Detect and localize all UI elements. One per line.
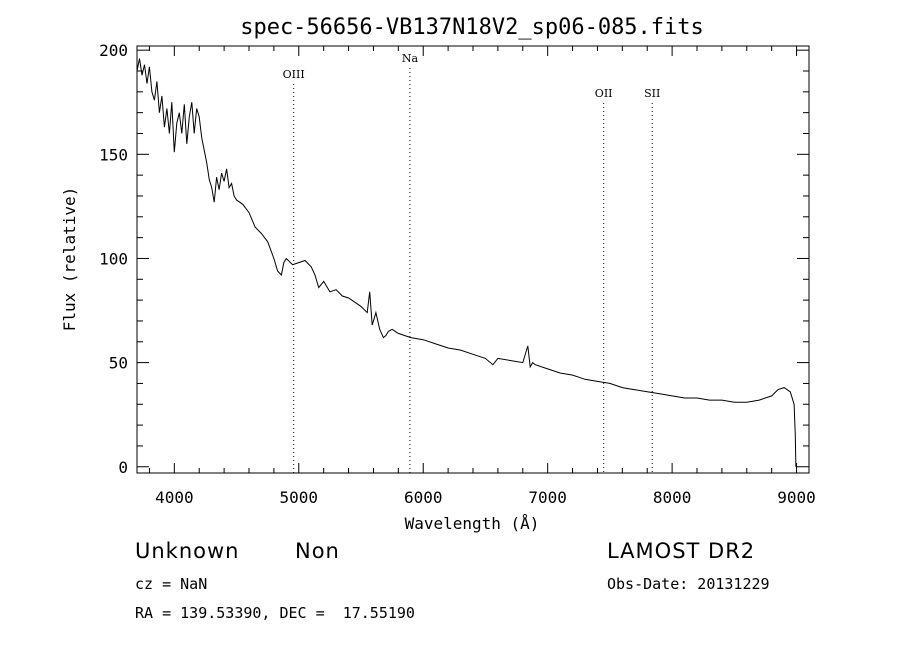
y-tick-label: 50 [109, 354, 128, 373]
obs-date-text: Obs-Date: 20131229 [607, 575, 770, 593]
chart-title: spec-56656-VB137N18V2_sp06-085.fits [240, 15, 704, 40]
y-tick-label: 150 [99, 145, 128, 164]
x-tick-label: 6000 [404, 488, 443, 507]
spectrum-line [136, 58, 797, 467]
reference-line-label: OII [595, 87, 613, 100]
x-tick-label: 8000 [653, 488, 692, 507]
x-tick-label: 7000 [528, 488, 567, 507]
plot-frame [136, 45, 810, 474]
axis-tick-labels: 4000 5000 6000 7000 8000 9000 0 50 100 150 200 [99, 41, 816, 507]
reference-lines: OIII Na OII SII [283, 52, 660, 473]
x-tick-label: 4000 [155, 488, 194, 507]
coordinates-text: RA = 139.53390, DEC = 17.55190 [135, 604, 415, 622]
object-subclass: Non [295, 539, 340, 563]
reference-line-label: OIII [283, 68, 305, 81]
y-tick-label: 100 [99, 249, 128, 268]
axis-ticks [137, 46, 809, 473]
y-tick-label: 0 [118, 458, 128, 477]
y-tick-label: 200 [99, 41, 128, 60]
x-tick-label: 5000 [280, 488, 319, 507]
y-axis-label: Flux (relative) [60, 187, 79, 332]
reference-line-label: SII [644, 87, 660, 100]
redshift-text: cz = NaN [135, 575, 208, 593]
x-tick-label: 9000 [777, 488, 816, 507]
object-class: Unknown [135, 539, 240, 563]
survey-name: LAMOST DR2 [607, 539, 756, 563]
reference-line-label: Na [402, 52, 419, 65]
x-axis-label: Wavelength (Å) [405, 514, 540, 533]
